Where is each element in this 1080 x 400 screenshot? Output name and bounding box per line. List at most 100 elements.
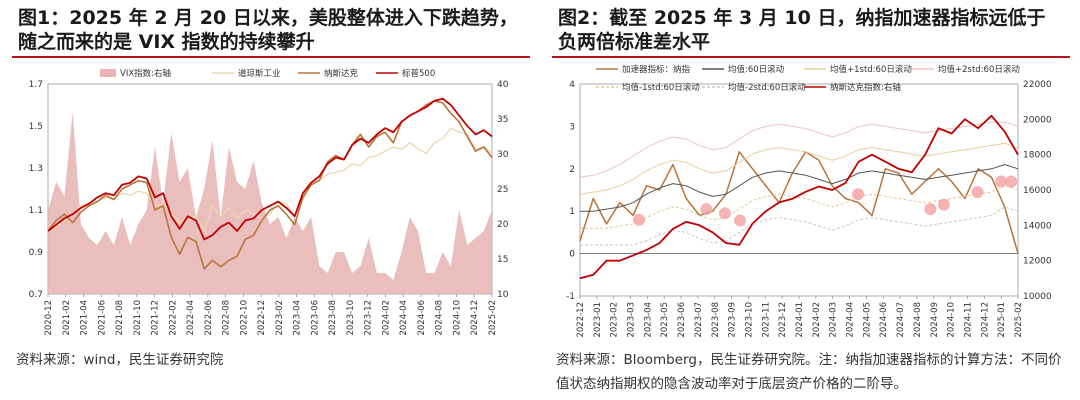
- c1-y-right-tick: 40: [497, 80, 509, 90]
- c2-x-tick-label: 2023-06: [677, 302, 687, 338]
- figure1-chart-svg: 0.7 0.9 1.1 1.3 1.5 1.7 10 15 20 25 30 35 40 2020-12 2…: [29, 68, 509, 336]
- c1-x-tick-label: 2022-12: [257, 300, 267, 336]
- c1-x-tick-label: 2023-10: [346, 300, 356, 336]
- figure2-panel: 图2：截至 2025 年 3 月 10 日，纳指加速器指标远低于 负两倍标准差水…: [552, 0, 1072, 400]
- c1-x-tick-label: 2021-04: [80, 300, 90, 336]
- c2-y-left-tick: 4: [569, 80, 575, 90]
- c2-x-tick-label: 2023-11: [761, 302, 771, 338]
- figure1-title-rule: [12, 56, 530, 58]
- c2-series-0-line: [579, 151, 1019, 254]
- c1-x-tick-label: 2023-08: [328, 300, 338, 336]
- c2-x-tick-label: 2023-07: [694, 302, 704, 338]
- c1-x-tick-label: 2024-12: [470, 300, 480, 336]
- figure2-title: 图2：截至 2025 年 3 月 10 日，纳指加速器指标远低于 负两倍标准差水…: [558, 6, 1078, 54]
- c1-y-right-tick: 15: [497, 255, 508, 265]
- figure1-title-line2: 随之而来的是 VIX 指数的持续攀升: [18, 31, 315, 53]
- c2-y-left-tick: 2: [569, 165, 575, 175]
- c2-series-3-line: [579, 121, 1019, 178]
- c2-legend-label: 均值-1std:60日滚动: [622, 82, 700, 93]
- c2-y-left-tick: 0: [569, 250, 575, 260]
- c1-legend-label: 纳斯达克: [324, 68, 359, 79]
- c2-x-tick-label: 2023-04: [643, 302, 653, 338]
- c1-x-tick-label: 2025-02: [488, 300, 498, 336]
- figure2-title-line2: 负两倍标准差水平: [558, 31, 711, 53]
- c1-x-tick-label: 2022-04: [186, 300, 196, 336]
- figure1-title: 图1：2025 年 2 月 20 日以来，美股整体进入下跌趋势， 随之而来的是 …: [18, 6, 538, 54]
- c2-x-tick-label: 2024-10: [947, 302, 957, 338]
- c2-x-tick-label: 2023-03: [627, 302, 637, 338]
- c2-x-tick-label: 2025-01: [997, 302, 1007, 338]
- c1-x-tick-label: 2021-08: [115, 300, 125, 336]
- c1-x-tick-label: 2023-02: [275, 300, 285, 336]
- c2-y-right-tick: 16000: [1023, 186, 1052, 196]
- c1-x-tick-label: 2022-10: [239, 300, 249, 336]
- c2-low-marker: [924, 203, 937, 216]
- c2-series-2-line: [579, 142, 1019, 195]
- c2-x-tick-label: 2025-02: [1014, 302, 1024, 338]
- c2-low-marker: [937, 198, 950, 211]
- c2-x-tick-label: 2024-11: [963, 302, 973, 338]
- c2-y-right-tick: 14000: [1023, 221, 1052, 231]
- c1-y-left-tick: 1.7: [29, 80, 43, 90]
- figure2-chart: -1 0 1 2 3 4 10000 12000 14000 16000 18000 20000 220…: [552, 64, 1072, 344]
- c2-x-tick-label: 2024-05: [862, 302, 872, 338]
- c2-x-tick-label: 2024-02: [812, 302, 822, 338]
- c1-x-tick-label: 2021-12: [151, 300, 161, 336]
- c2-y-left-tick: 1: [569, 207, 575, 217]
- c2-legend-label: 均值-2std:60日滚动: [728, 82, 806, 93]
- figure2-source: 资料来源：Bloomberg，民生证券研究院。注：纳指加速器指标的计算方法：不同…: [556, 352, 1062, 392]
- c2-x-tick-label: 2024-03: [829, 302, 839, 338]
- c2-x-tick-label: 2024-01: [795, 302, 805, 338]
- c2-series-5-line: [580, 206, 1019, 246]
- c1-y-right-tick: 25: [497, 185, 508, 195]
- figure2-title-line1: 图2：截至 2025 年 3 月 10 日，纳指加速器指标远低于: [558, 7, 1046, 29]
- c2-y-right-tick: 20000: [1023, 115, 1052, 125]
- c1-series-1-line: [47, 127, 493, 232]
- c2-x-tick-label: 2024-12: [980, 302, 990, 338]
- c2-legend-label: 均值+1std:60日滚动: [830, 64, 912, 75]
- c1-x-tick-label: 2024-04: [399, 300, 409, 336]
- c1-x-tick-label: 2020-12: [44, 300, 54, 336]
- c1-legend-label: VIX指数:右轴: [120, 68, 171, 79]
- c2-series-4-line: [580, 185, 1019, 229]
- c2-y-right-tick: 10000: [1023, 292, 1052, 302]
- c2-legend-label: 均值+2std:60日滚动: [938, 64, 1020, 75]
- c2-x-tick-label: 2024-06: [879, 302, 889, 338]
- c1-x-tick-label: 2024-02: [381, 300, 391, 336]
- c1-x-tick-label: 2024-06: [417, 300, 427, 336]
- c1-legend-swatch: [100, 69, 116, 77]
- figure1-chart: 0.7 0.9 1.1 1.3 1.5 1.7 10 15 20 25 30 35 40 2020-12 2…: [12, 64, 532, 344]
- c2-series-6-line: [579, 114, 1019, 280]
- c1-series-0-area: [48, 112, 492, 294]
- c1-y-right-tick: 35: [497, 115, 508, 125]
- c2-legend-label: 纳斯达克指数:右轴: [830, 82, 901, 93]
- c2-low-marker: [700, 203, 713, 216]
- c2-series-1-line: [580, 164, 1019, 212]
- c2-x-tick-label: 2023-02: [610, 302, 620, 338]
- c1-y-right-tick: 30: [497, 150, 509, 160]
- c1-series-3-line: [47, 97, 493, 241]
- c2-low-marker: [718, 207, 731, 220]
- c1-legend-label: 标普500: [402, 68, 435, 79]
- c2-x-tick-label: 2022-12: [576, 302, 586, 338]
- c1-x-tick-label: 2022-02: [168, 300, 178, 336]
- c2-low-marker: [633, 213, 645, 226]
- c1-x-tick-label: 2021-06: [97, 300, 107, 336]
- c2-y-left-tick: 3: [569, 122, 575, 132]
- c2-x-tick-label: 2023-12: [778, 302, 788, 338]
- c2-low-marker: [971, 186, 984, 199]
- figure2-title-rule: [552, 56, 1070, 58]
- c1-y-left-tick: 0.7: [29, 290, 43, 300]
- c1-x-tick-label: 2024-10: [452, 300, 462, 336]
- c1-y-right-tick: 10: [497, 290, 509, 300]
- c2-y-right-tick: 22000: [1023, 80, 1052, 90]
- c1-y-right-tick: 20: [497, 220, 509, 230]
- c2-x-tick-label: 2024-09: [930, 302, 940, 338]
- c1-x-tick-label: 2021-02: [62, 300, 72, 336]
- c2-x-tick-label: 2023-08: [711, 302, 721, 338]
- c2-y-left-tick: -1: [566, 292, 575, 302]
- c2-x-tick-label: 2023-09: [728, 302, 738, 338]
- c1-x-tick-label: 2023-04: [293, 300, 303, 336]
- c2-plot-frame: [579, 83, 1019, 297]
- c1-x-tick-label: 2023-06: [310, 300, 320, 336]
